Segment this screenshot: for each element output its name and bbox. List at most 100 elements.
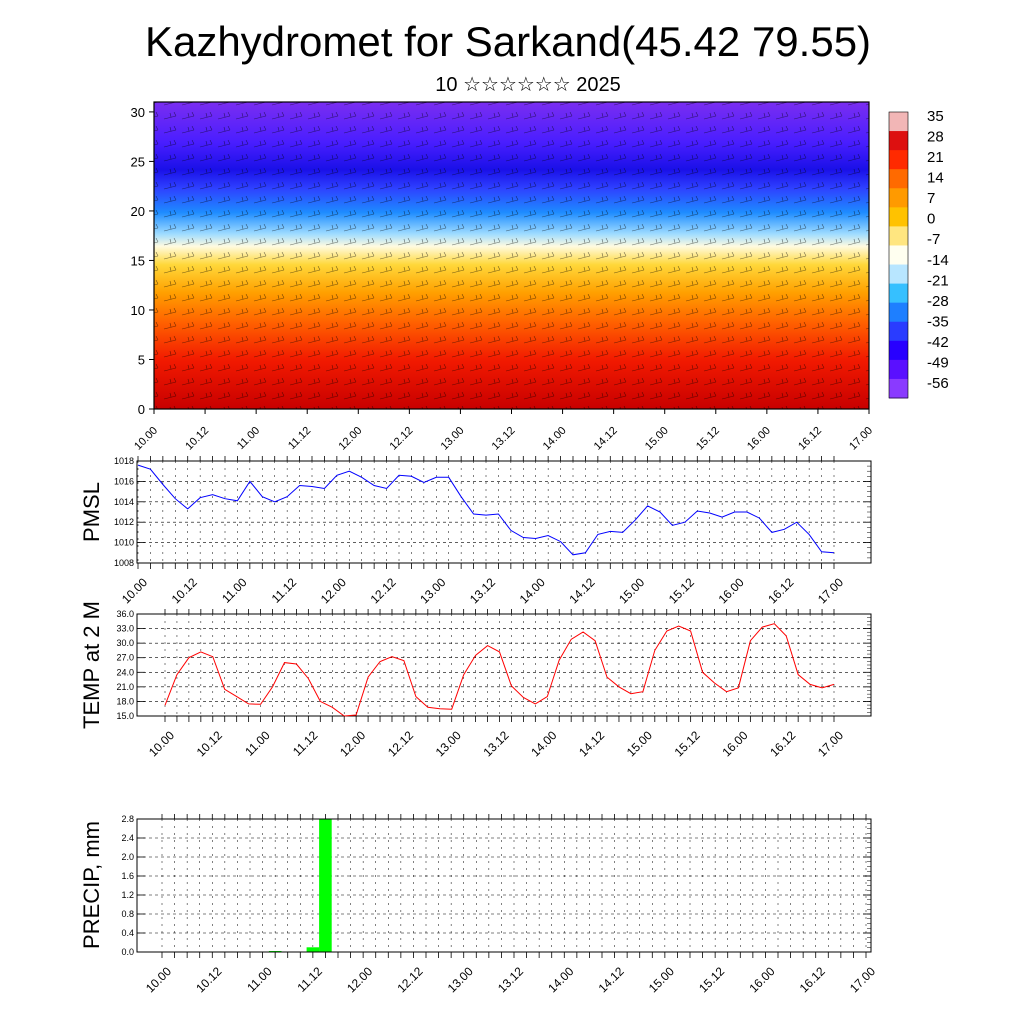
y-tick-label: 15.0 (116, 711, 134, 721)
precip-x-ticks: 10.00 10.12 11.00 11.12 12.00 12.12 13.00 13.12… (143, 814, 878, 995)
cs-y-tick-label: 20 (131, 204, 145, 219)
cs-x-tick-label: 10.12 (183, 425, 211, 453)
temp-panel: 15.018.021.024.027.030.033.036.0 10.00 10… (79, 601, 872, 759)
cs-y-tick-label: 15 (131, 253, 145, 268)
x-tick-label: 16.00 (746, 964, 777, 995)
cs-y-tick-label: 10 (131, 303, 145, 318)
colorbar-swatch (889, 169, 908, 189)
x-tick-label: 11.12 (290, 728, 321, 759)
x-tick-label: 14.12 (596, 964, 627, 995)
page-subtitle: 10 ☆☆☆☆☆☆ 2025 (435, 74, 620, 96)
y-tick-label: 1014 (114, 497, 134, 507)
colorbar-swatch (889, 264, 908, 285)
colorbar-swatch (889, 188, 908, 208)
x-tick-label: 17.00 (815, 575, 846, 606)
colorbar-label: -7 (927, 231, 940, 248)
colorbar-swatch (889, 226, 908, 246)
x-tick-label: 16.12 (765, 575, 796, 606)
x-tick-label: 14.00 (517, 575, 548, 606)
y-tick-label: 18.0 (116, 696, 134, 706)
x-tick-label: 13.12 (480, 728, 511, 759)
colorbar-swatch (889, 302, 908, 323)
x-tick-label: 17.00 (847, 964, 878, 995)
x-tick-label: 11.00 (242, 728, 273, 759)
colorbar-frame (888, 111, 909, 399)
colorbar-swatch (889, 112, 908, 132)
colorbar-swatch (889, 283, 908, 304)
y-tick-label: 1010 (114, 538, 134, 548)
y-tick-label: 24.0 (116, 667, 134, 677)
x-tick-label: 13.12 (495, 964, 526, 995)
cs-x-tick-label: 10.00 (132, 425, 160, 453)
pmsl-series-line (137, 464, 835, 556)
colorbar-swatch (889, 245, 908, 266)
x-tick-label: 13.00 (433, 728, 464, 759)
cs-x-tick-label: 11.00 (235, 425, 262, 452)
precip-frame (136, 818, 872, 953)
x-tick-label: 10.12 (194, 728, 225, 759)
x-tick-label: 16.12 (767, 728, 798, 759)
pmsl-frame (136, 460, 872, 564)
colorbar-label: -21 (927, 272, 949, 289)
cs-x-tick-label: 11.12 (286, 425, 313, 452)
colorbar-label: -35 (927, 313, 949, 330)
y-tick-label: 2.8 (121, 814, 134, 824)
y-tick-label: 30.0 (116, 638, 134, 648)
cs-x-tick-label: 12.12 (388, 425, 416, 453)
cs-y-tick-label: 30 (131, 105, 145, 120)
x-tick-label: 15.12 (672, 728, 703, 759)
x-tick-label: 13.00 (417, 575, 448, 606)
y-tick-label: 0.4 (121, 928, 134, 938)
colorbar: 35 28 21 14 7 0 -7 -14 -21 -28 -35 -42 -49 -56 (888, 108, 949, 399)
x-tick-label: 10.00 (119, 575, 150, 606)
cs-y-tick-label: 5 (138, 352, 145, 367)
y-tick-label: 1.2 (121, 890, 134, 900)
cs-x-tick-label: 15.00 (643, 425, 671, 453)
y-tick-label: 2.4 (121, 833, 134, 843)
y-tick-label: 27.0 (116, 653, 134, 663)
x-tick-label: 10.00 (143, 964, 174, 995)
x-tick-label: 16.12 (797, 964, 828, 995)
cs-x-tick-label: 12.00 (336, 425, 364, 453)
pmsl-panel: 1008 1010 1012 1014 1016 1018 10.00 10.12 11.00… (79, 456, 872, 606)
colorbar-swatch (889, 321, 908, 342)
pmsl-x-ticks: 10.00 10.12 11.00 11.12 12.00 12.12 13.00 13.12… (119, 456, 846, 606)
x-tick-label: 11.00 (244, 964, 275, 995)
y-tick-label: 1018 (114, 456, 134, 466)
colorbar-swatch (889, 131, 908, 151)
x-tick-label: 12.12 (385, 728, 416, 759)
x-tick-label: 12.00 (337, 728, 368, 759)
page-title: Kazhydromet for Sarkand(45.42 79.55) (145, 18, 871, 65)
colorbar-label: 0 (927, 211, 935, 228)
y-tick-label: 0.0 (121, 947, 134, 957)
x-tick-label: 15.00 (646, 964, 677, 995)
precip-y-ticks: 0.0 0.4 0.8 1.2 1.6 2.0 2.4 2.8 (121, 814, 871, 957)
y-tick-label: 1.6 (121, 871, 134, 881)
cs-x-tick-label: 13.00 (439, 425, 467, 453)
x-tick-label: 10.12 (169, 575, 200, 606)
y-tick-label: 2.0 (121, 852, 134, 862)
colorbar-label: 35 (927, 108, 944, 125)
x-tick-label: 17.00 (815, 728, 846, 759)
cs-x-tick-label: 16.12 (796, 425, 824, 453)
x-tick-label: 11.12 (269, 575, 300, 606)
y-tick-label: 36.0 (116, 609, 134, 619)
y-tick-label: 1012 (114, 517, 134, 527)
x-tick-label: 12.12 (368, 575, 399, 606)
x-tick-label: 13.00 (445, 964, 476, 995)
wind-barbs-overlay (154, 102, 869, 409)
cs-x-tick-label: 16.00 (745, 425, 773, 453)
temp-series-line (164, 623, 835, 717)
x-tick-label: 10.12 (193, 964, 224, 995)
x-tick-label: 15.00 (624, 728, 655, 759)
y-tick-label: 1008 (114, 558, 134, 568)
precip-bar (319, 819, 332, 952)
colorbar-label: -49 (927, 354, 949, 371)
precip-bar (306, 947, 320, 953)
colorbar-swatch (889, 378, 908, 399)
colorbar-swatch (889, 359, 908, 380)
cross-section-panel: 0 5 10 15 20 25 30 10.00 10.12 11.00 11.12 12.00 12… (131, 101, 875, 453)
cs-y-tick-label: 25 (131, 154, 145, 169)
colorbar-swatch (889, 207, 908, 227)
colorbar-label: 28 (927, 129, 944, 146)
